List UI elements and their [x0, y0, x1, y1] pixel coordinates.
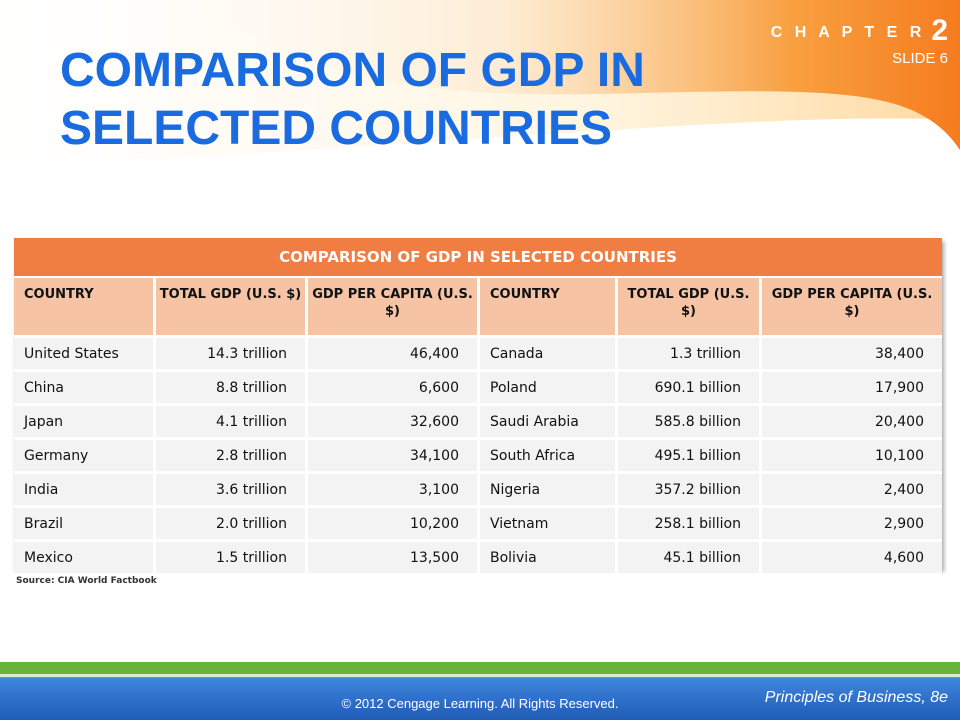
country-cell: South Africa — [480, 440, 618, 474]
footer-bar — [0, 678, 960, 720]
chapter-badge: C H A P T E R 2 SLIDE 6 — [771, 14, 948, 67]
column-header: GDP PER CAPITA (U.S. $) — [762, 278, 942, 338]
slide-number: SLIDE 6 — [892, 50, 948, 67]
total-gdp-cell: 3.6 trillion — [156, 474, 308, 508]
column-header: TOTAL GDP (U.S. $) — [156, 278, 308, 338]
country-cell: India — [14, 474, 156, 508]
total-gdp-cell: 495.1 billion — [618, 440, 762, 474]
column-header: COUNTRY — [14, 278, 156, 338]
table-row: Germany 2.8 trillion 34,100 South Africa… — [14, 440, 942, 474]
total-gdp-cell: 45.1 billion — [618, 542, 762, 576]
slide-title: COMPARISON OF GDP IN SELECTED COUNTRIES — [60, 44, 645, 155]
total-gdp-cell: 1.3 trillion — [618, 338, 762, 372]
chapter-label: C H A P T E R — [770, 24, 926, 41]
gdp-per-capita-cell: 10,200 — [308, 508, 480, 542]
gdp-per-capita-cell: 2,900 — [762, 508, 942, 542]
gdp-per-capita-cell: 2,400 — [762, 474, 942, 508]
total-gdp-cell: 258.1 billion — [618, 508, 762, 542]
gdp-table: COUNTRY TOTAL GDP (U.S. $) GDP PER CAPIT… — [14, 278, 942, 576]
column-header: GDP PER CAPITA (U.S. $) — [308, 278, 480, 338]
country-cell: Saudi Arabia — [480, 406, 618, 440]
gdp-per-capita-cell: 20,400 — [762, 406, 942, 440]
gdp-per-capita-cell: 32,600 — [308, 406, 480, 440]
country-cell: United States — [14, 338, 156, 372]
table-row: Japan 4.1 trillion 32,600 Saudi Arabia 5… — [14, 406, 942, 440]
footer-white-line — [0, 674, 960, 677]
country-cell: China — [14, 372, 156, 406]
country-cell: Mexico — [14, 542, 156, 576]
total-gdp-cell: 14.3 trillion — [156, 338, 308, 372]
chapter-number: 2 — [931, 14, 948, 47]
total-gdp-cell: 1.5 trillion — [156, 542, 308, 576]
book-title: Principles of Business, 8e — [764, 689, 948, 706]
gdp-per-capita-cell: 34,100 — [308, 440, 480, 474]
table-row: United States 14.3 trillion 46,400 Canad… — [14, 338, 942, 372]
gdp-table-panel: COMPARISON OF GDP IN SELECTED COUNTRIES … — [14, 238, 942, 576]
table-row: India 3.6 trillion 3,100 Nigeria 357.2 b… — [14, 474, 942, 508]
country-cell: Nigeria — [480, 474, 618, 508]
country-cell: Japan — [14, 406, 156, 440]
table-row: China 8.8 trillion 6,600 Poland 690.1 bi… — [14, 372, 942, 406]
table-row: Mexico 1.5 trillion 13,500 Bolivia 45.1 … — [14, 542, 942, 576]
gdp-per-capita-cell: 17,900 — [762, 372, 942, 406]
table-row: Brazil 2.0 trillion 10,200 Vietnam 258.1… — [14, 508, 942, 542]
total-gdp-cell: 585.8 billion — [618, 406, 762, 440]
table-source-note: Source: CIA World Factbook — [16, 576, 157, 586]
total-gdp-cell: 357.2 billion — [618, 474, 762, 508]
gdp-per-capita-cell: 13,500 — [308, 542, 480, 576]
gdp-per-capita-cell: 4,600 — [762, 542, 942, 576]
country-cell: Germany — [14, 440, 156, 474]
table-header-row: COUNTRY TOTAL GDP (U.S. $) GDP PER CAPIT… — [14, 278, 942, 338]
country-cell: Poland — [480, 372, 618, 406]
total-gdp-cell: 2.8 trillion — [156, 440, 308, 474]
gdp-per-capita-cell: 3,100 — [308, 474, 480, 508]
table-caption: COMPARISON OF GDP IN SELECTED COUNTRIES — [14, 238, 942, 278]
column-header: TOTAL GDP (U.S. $) — [618, 278, 762, 338]
copyright-notice: © 2012 Cengage Learning. All Rights Rese… — [341, 696, 619, 711]
country-cell: Vietnam — [480, 508, 618, 542]
total-gdp-cell: 4.1 trillion — [156, 406, 308, 440]
column-header: COUNTRY — [480, 278, 618, 338]
total-gdp-cell: 8.8 trillion — [156, 372, 308, 406]
header-swoosh — [120, 0, 960, 150]
total-gdp-cell: 690.1 billion — [618, 372, 762, 406]
gdp-per-capita-cell: 38,400 — [762, 338, 942, 372]
country-cell: Bolivia — [480, 542, 618, 576]
total-gdp-cell: 2.0 trillion — [156, 508, 308, 542]
gdp-per-capita-cell: 10,100 — [762, 440, 942, 474]
gdp-per-capita-cell: 6,600 — [308, 372, 480, 406]
country-cell: Canada — [480, 338, 618, 372]
country-cell: Brazil — [14, 508, 156, 542]
chapter-label-line: C H A P T E R 2 — [771, 14, 948, 48]
gdp-per-capita-cell: 46,400 — [308, 338, 480, 372]
